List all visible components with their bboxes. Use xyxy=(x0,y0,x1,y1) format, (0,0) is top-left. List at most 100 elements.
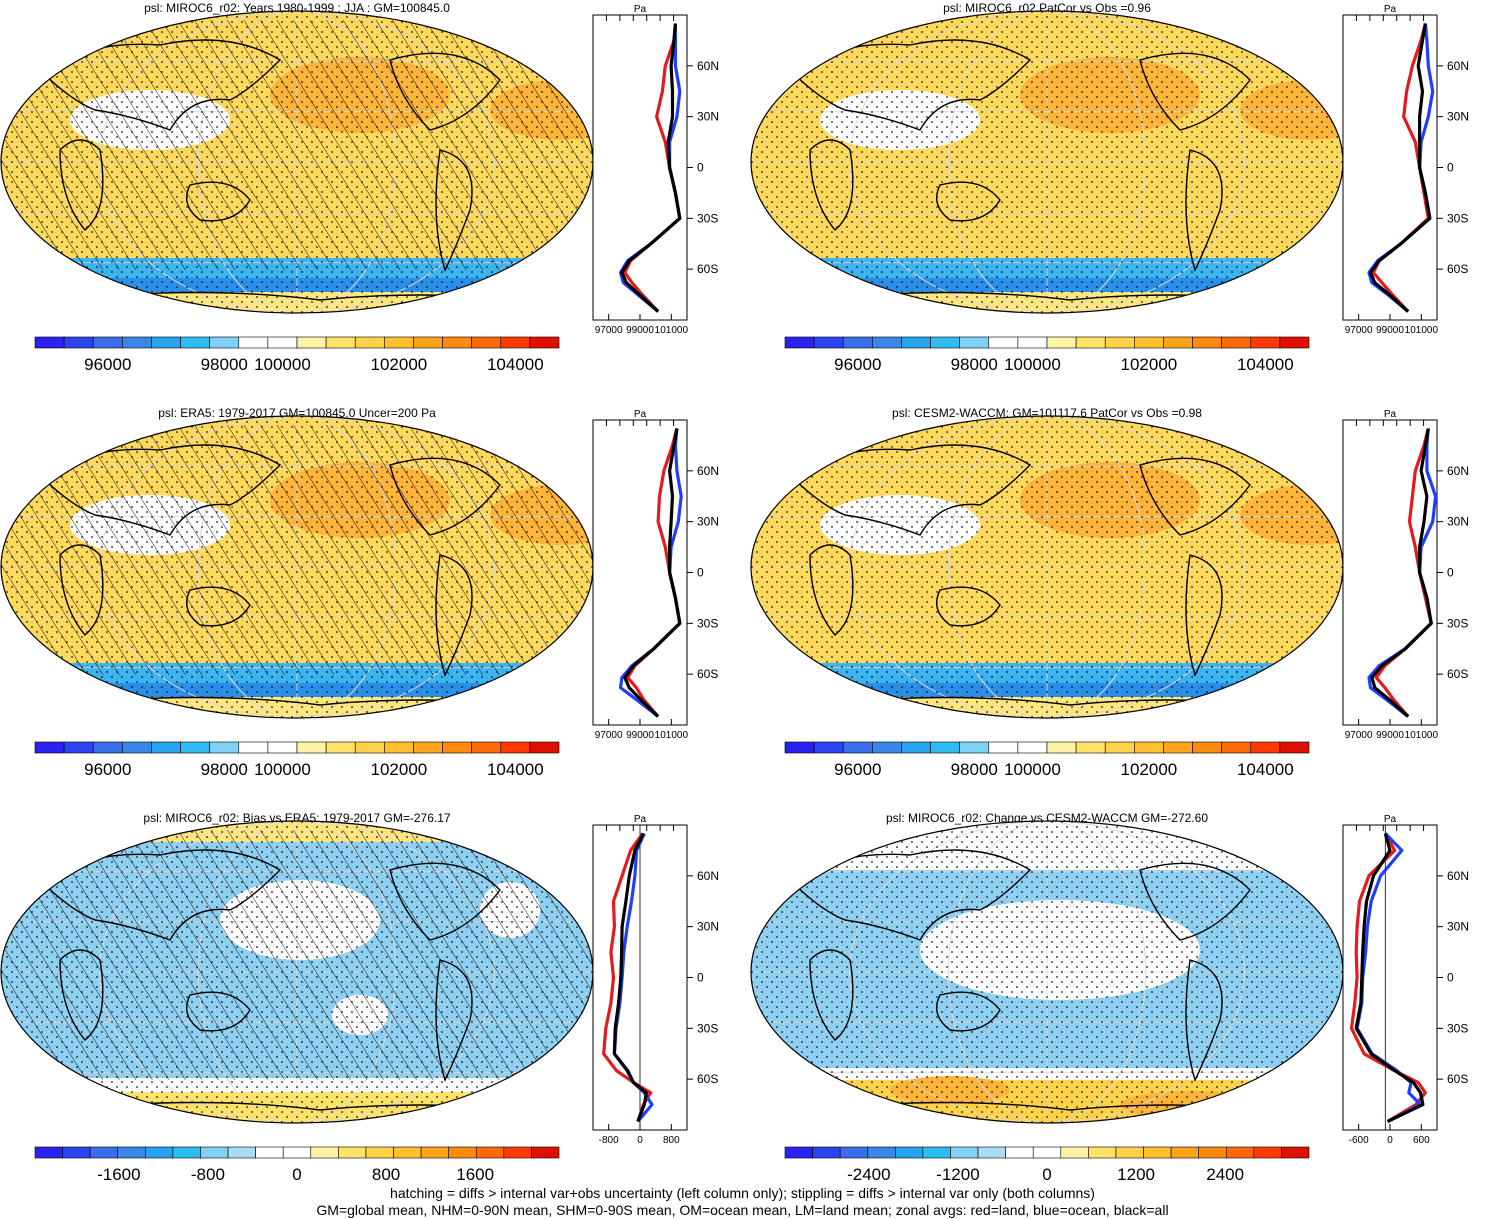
colorbar-bin xyxy=(1105,337,1134,348)
colorbar-bin xyxy=(960,337,989,348)
colorbar-label: 104000 xyxy=(487,355,544,374)
colorbar-bin xyxy=(960,742,989,753)
colorbar-bin xyxy=(384,337,413,348)
zonal-lat-label: 30S xyxy=(697,616,718,630)
zonal-xtick-label: 101000 xyxy=(655,730,689,741)
colorbar-label: 102000 xyxy=(371,760,428,779)
zonal-lat-label: 60S xyxy=(1447,262,1468,276)
zonal-xtick-label: -600 xyxy=(1349,1135,1369,1146)
colorbar-bin xyxy=(151,742,180,753)
colorbar-bin xyxy=(338,1147,366,1158)
colorbar-bin xyxy=(1171,1147,1199,1158)
zonal-xtick-label: 99000 xyxy=(626,730,654,741)
colorbar-bin xyxy=(504,1147,532,1158)
zonal-lat-label: 0 xyxy=(1447,161,1454,175)
zonal-lat-label: 60S xyxy=(1447,1072,1468,1086)
colorbar-bin xyxy=(1222,337,1251,348)
colorbar-bin xyxy=(1076,742,1105,753)
colorbar-label: 98000 xyxy=(951,355,998,374)
panel-3: psl: ERA5: 1979-2017 GM=100845.0 Uncer=2… xyxy=(0,405,719,779)
footer-line-1: hatching = diffs > internal var+obs unce… xyxy=(0,1185,1485,1202)
colorbar-bin xyxy=(64,337,93,348)
panel-1: psl: MIROC6_r02: Years 1980-1999 : JJA :… xyxy=(0,0,719,374)
colorbar-bin xyxy=(931,742,960,753)
zonal-lat-label: 0 xyxy=(697,971,704,985)
colorbar-bin xyxy=(868,1147,896,1158)
colorbar-bin xyxy=(1251,742,1280,753)
zonal-xtick-label: 101000 xyxy=(1405,730,1439,741)
colorbar-label: -1600 xyxy=(97,1165,140,1184)
map xyxy=(0,810,600,1132)
colorbar-label: 102000 xyxy=(1121,355,1178,374)
zonal-frame xyxy=(1343,15,1437,320)
zonal-xtick-label: 97000 xyxy=(595,325,623,336)
colorbar-label: 100000 xyxy=(254,355,311,374)
colorbar-bin xyxy=(122,337,151,348)
colorbar-bin xyxy=(1018,337,1047,348)
colorbar-bin xyxy=(1076,337,1105,348)
map xyxy=(0,405,630,727)
zonal-lat-label: 60S xyxy=(697,262,718,276)
colorbar: -1600 -800 0 800 1600 xyxy=(35,1147,559,1184)
colorbar-bin xyxy=(1018,742,1047,753)
map xyxy=(750,405,1380,727)
panel-5: psl: MIROC6_r02: Bias vs ERA5: 1979-2017… xyxy=(0,810,719,1184)
colorbar-bin xyxy=(1280,337,1309,348)
colorbar-bin xyxy=(173,1147,201,1158)
zonal-lat-label: 30S xyxy=(697,211,718,225)
zonal-lat-label: 60S xyxy=(697,1072,718,1086)
zonal-lat-label: 30N xyxy=(1447,515,1469,529)
colorbar-bin xyxy=(1006,1147,1034,1158)
colorbar-bin xyxy=(840,1147,868,1158)
colorbar-bin xyxy=(1199,1147,1227,1158)
colorbar-bin xyxy=(1163,337,1192,348)
colorbar-bin xyxy=(93,337,122,348)
colorbar-bin xyxy=(814,337,843,348)
zonal-lat-label: 0 xyxy=(697,566,704,580)
colorbar-bin xyxy=(895,1147,923,1158)
colorbar-label: 98000 xyxy=(201,355,248,374)
colorbar-bin xyxy=(210,337,239,348)
colorbar-bin xyxy=(181,337,210,348)
zonal-frame xyxy=(593,420,687,725)
colorbar-label: 1600 xyxy=(456,1165,494,1184)
zonal-xtick-label: 97000 xyxy=(1345,325,1373,336)
colorbar-bin xyxy=(355,337,384,348)
colorbar-bin xyxy=(501,337,530,348)
zonal-lat-label: 30S xyxy=(697,1021,718,1035)
colorbar-label: 98000 xyxy=(951,760,998,779)
colorbar-bin xyxy=(239,742,268,753)
colorbar-label: 96000 xyxy=(84,355,131,374)
colorbar-label: 0 xyxy=(292,1165,301,1184)
colorbar-label: 96000 xyxy=(834,760,881,779)
colorbar-bin xyxy=(1088,1147,1116,1158)
colorbar-bin xyxy=(1105,742,1134,753)
colorbar-bin xyxy=(1254,1147,1282,1158)
colorbar-label: -800 xyxy=(191,1165,225,1184)
colorbar-bin xyxy=(118,1147,146,1158)
colorbar-bin xyxy=(268,337,297,348)
panel-6: psl: MIROC6_r02: Change vs CESM2-WACCM G… xyxy=(750,810,1469,1184)
colorbar-bin xyxy=(1163,742,1192,753)
colorbar-bin xyxy=(785,337,814,348)
colorbar-bin xyxy=(366,1147,394,1158)
colorbar-bin xyxy=(311,1147,339,1158)
colorbar-bin xyxy=(1116,1147,1144,1158)
colorbar-bin xyxy=(1193,742,1222,753)
colorbar-bin xyxy=(785,742,814,753)
colorbar-bin xyxy=(268,742,297,753)
zonal-unit: Pa xyxy=(634,409,647,420)
colorbar-bin xyxy=(1047,337,1076,348)
colorbar-label: 800 xyxy=(372,1165,400,1184)
colorbar-bin xyxy=(531,1147,559,1158)
colorbar-bin xyxy=(35,742,64,753)
colorbar-label: 96000 xyxy=(834,355,881,374)
colorbar-bin xyxy=(472,742,501,753)
map xyxy=(750,0,1380,322)
colorbar-bin xyxy=(200,1147,228,1158)
